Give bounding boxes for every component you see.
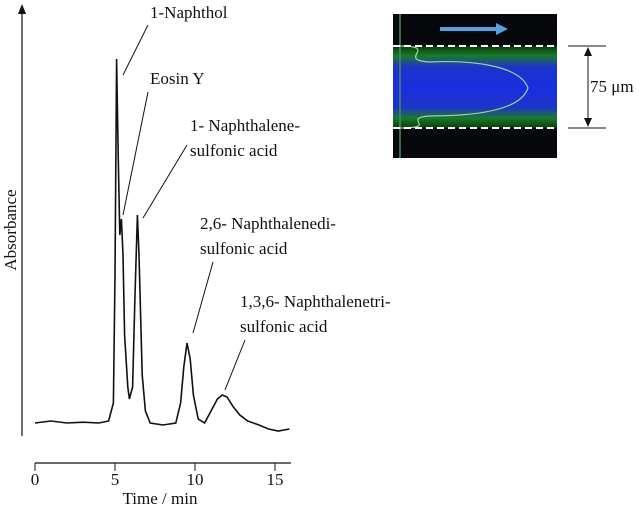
peak-label: sulfonic acid [240, 317, 328, 336]
x-tick-label: 15 [267, 470, 284, 489]
leader-line [224, 339, 246, 391]
x-tick-label: 0 [31, 470, 40, 489]
inset-scale-label: 75 μm [590, 77, 634, 96]
peak-label: Eosin Y [150, 69, 205, 88]
leader-line [142, 144, 188, 219]
chromatogram-trace [34, 58, 290, 432]
peak-label: sulfonic acid [200, 239, 288, 258]
leader-line [192, 261, 214, 334]
y-axis-label: Absorbance [1, 189, 20, 270]
leader-line [122, 91, 149, 216]
x-axis-label: Time / min [123, 489, 198, 508]
x-tick-label: 10 [187, 470, 204, 489]
peak-label: 2,6- Naphthalenedi- [200, 214, 336, 233]
peak-label: 1-Naphthol [150, 3, 228, 22]
peak-label: sulfonic acid [190, 141, 278, 160]
x-tick-label: 5 [111, 470, 120, 489]
leader-line [122, 24, 149, 76]
peak-label: 1,3,6- Naphthalenetri- [240, 292, 391, 311]
inset-image: 75 μm [393, 14, 634, 158]
y-axis-arrow [18, 4, 26, 14]
peak-label: 1- Naphthalene- [190, 116, 300, 135]
